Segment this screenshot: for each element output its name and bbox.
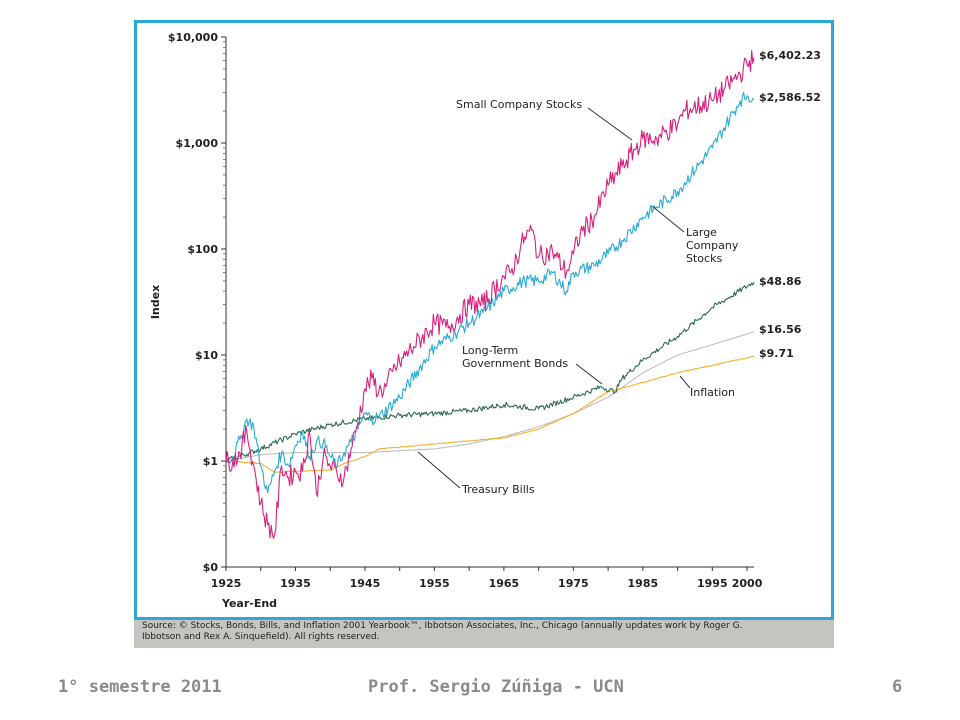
annotation-large-line-2: Company [686,239,739,252]
x-tick-label: 1945 [350,577,381,590]
annotations: Small Company Stocks Large Company Stock… [417,98,739,496]
end-value-label: $48.86 [759,275,802,288]
y-tick-label: $1 [203,455,218,468]
series-line-long-term-government-bonds [225,281,755,463]
leader-bonds [575,363,603,385]
series-lines [225,49,755,539]
y-axis-title: Index [149,285,162,319]
x-tick-label: 1925 [211,577,242,590]
axes: $0 $1 $10 $100 $1,000 $10,000 1925 1935 1945 1955… [149,31,763,610]
x-tick-label: 1955 [419,577,450,590]
y-tick-label: $10 [195,349,218,362]
source-line-2: Ibbotson and Rex A. Sinquefield). All ri… [142,632,380,642]
series-line-large-company-stocks [225,92,755,494]
x-tick-label: 1935 [280,577,311,590]
x-tick-label: 1995 [697,577,728,590]
footer-author: Prof. Sergio Zúñiga - UCN [368,677,624,697]
leader-large-stocks [651,205,685,233]
source-line-1: Source: © Stocks, Bonds, Bills, and Infl… [142,621,743,631]
annotation-bonds-line-2: Government Bonds [462,357,568,370]
x-tick-label: 1965 [489,577,520,590]
series-line-inflation [225,355,754,474]
annotation-bonds-line-1: Long-Term [462,344,518,357]
y-tick-label: $1,000 [176,137,219,150]
footer-semester: 1° semestre 2011 [58,677,222,697]
end-value-label: $6,402.23 [759,49,821,62]
y-tick-label: $10,000 [168,31,218,44]
end-value-label: $9.71 [759,347,794,360]
y-tick-label: $100 [187,243,218,256]
y-tick-label: $0 [203,561,219,574]
x-tick-label: 1985 [628,577,659,590]
end-value-label: $16.56 [759,323,802,336]
x-tick-label: 1975 [558,577,589,590]
plot-frame [134,20,834,620]
chart-figure: Source: © Stocks, Bonds, Bills, and Infl… [134,20,834,648]
end-labels: $6,402.23 $2,586.52 $48.86 $16.56 $9.71 [759,49,821,360]
footer-page-number: 6 [892,677,903,697]
x-axis-title: Year-End [221,597,277,610]
leader-tbills [417,451,461,489]
annotation-small-stocks: Small Company Stocks [456,98,582,111]
annotation-tbills: Treasury Bills [461,483,535,496]
annotation-large-line-1: Large [686,226,717,239]
leader-inflation [679,375,691,389]
source-note: Source: © Stocks, Bonds, Bills, and Infl… [142,621,826,643]
annotation-inflation: Inflation [690,386,735,399]
annotation-large-line-3: Stocks [686,252,722,265]
series-line-small-company-stocks [225,49,755,539]
line-chart: $0 $1 $10 $100 $1,000 $10,000 1925 1935 1945 1955… [149,31,821,610]
leader-small-stocks [587,107,633,141]
x-tick-label: 2000 [732,577,763,590]
end-value-label: $2,586.52 [759,91,821,104]
